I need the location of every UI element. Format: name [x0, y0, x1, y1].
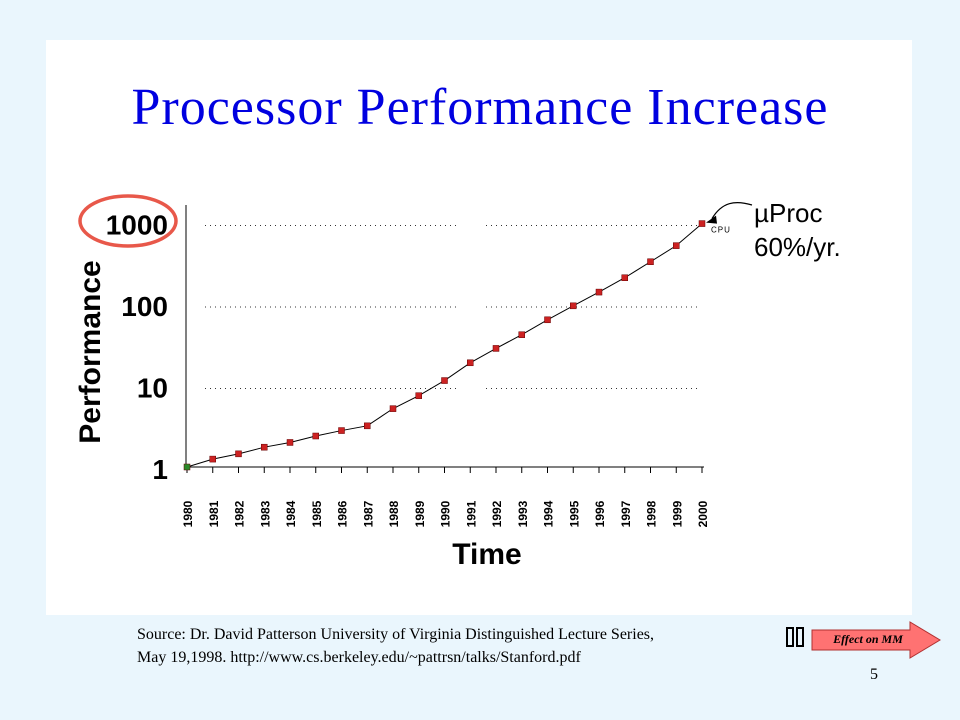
- cpu-data-point: [492, 345, 500, 352]
- page-number: 5: [870, 666, 878, 683]
- cpu-data-point: [183, 463, 191, 471]
- x-tick-label: 1986: [336, 500, 350, 527]
- x-tick-label: 1994: [542, 500, 556, 527]
- cpu-data-point: [467, 359, 474, 367]
- x-tick-label: 2000: [696, 500, 710, 527]
- cpu-data-point: [209, 455, 216, 463]
- x-tick-label: 1992: [490, 500, 504, 527]
- annotation-label-1: µProc: [754, 198, 822, 228]
- cpu-data-point: [621, 274, 628, 281]
- annotation-arrow-line: [711, 202, 753, 219]
- annotation-arrowhead: [706, 215, 717, 224]
- link-icon: [786, 624, 816, 657]
- x-tick-label: 1989: [413, 500, 427, 527]
- x-tick-label: 1990: [439, 500, 453, 527]
- x-tick-label: 1980: [181, 500, 195, 527]
- cpu-data-point: [286, 439, 294, 446]
- cpu-data-point: [312, 432, 319, 440]
- source-line-1: Source: Dr. David Patterson University o…: [137, 626, 655, 643]
- x-tick-label: 1983: [258, 500, 272, 527]
- x-tick-label: 1987: [361, 500, 375, 527]
- y-tick-label: 10: [137, 373, 168, 404]
- cpu-data-point: [235, 450, 242, 458]
- y-tick-label: 100: [121, 291, 168, 322]
- slide-panel: [46, 40, 912, 615]
- cpu-data-point: [518, 331, 525, 338]
- cpu-data-point: [364, 422, 371, 430]
- x-tick-label: 1993: [516, 500, 530, 527]
- arrow-right-icon: [811, 621, 941, 659]
- effect-on-mm-button[interactable]: Effect on MM: [786, 620, 946, 660]
- y-axis-label: Performance: [74, 260, 107, 443]
- cpu-data-point: [261, 443, 268, 451]
- cpu-data-point: [441, 377, 448, 384]
- page-title: Processor Performance Increase: [131, 79, 829, 136]
- cpu-data-point: [698, 220, 706, 227]
- cpu-data-point: [570, 302, 577, 310]
- cpu-series-label: CPU: [711, 226, 731, 235]
- cpu-data-point: [389, 405, 397, 412]
- cpu-series-line: [186, 223, 703, 468]
- cpu-data-point: [338, 427, 345, 434]
- effect-on-mm-label: Effect on MM: [833, 632, 903, 646]
- source-line-2: May 19,1998. http://www.cs.berkeley.edu/…: [137, 649, 581, 666]
- x-axis-label: Time: [452, 538, 521, 571]
- cpu-data-point: [595, 288, 603, 296]
- x-tick-label: 1981: [207, 500, 221, 527]
- x-tick-label: 1991: [464, 500, 478, 527]
- y-tick-label: 1000: [106, 210, 168, 241]
- cpu-data-point: [415, 392, 422, 399]
- highlight-circle: [78, 194, 178, 248]
- x-tick-label: 1982: [233, 500, 247, 527]
- x-tick-label: 1999: [670, 500, 684, 527]
- x-tick-label: 1998: [645, 500, 659, 527]
- x-tick-label: 1988: [387, 500, 401, 527]
- source-citation: Source: Dr. David Patterson University o…: [137, 623, 777, 669]
- cpu-data-point: [544, 316, 551, 324]
- cpu-data-point: [673, 242, 680, 249]
- y-tick-label: 1: [152, 454, 168, 485]
- cpu-data-point: [647, 258, 654, 265]
- x-tick-label: 1995: [567, 500, 581, 527]
- x-tick-label: 1984: [284, 500, 298, 527]
- x-tick-label: 1997: [619, 500, 633, 527]
- x-tick-label: 1985: [310, 500, 324, 527]
- annotation-label-2: 60%/yr.: [754, 232, 841, 262]
- x-tick-label: 1996: [593, 500, 607, 527]
